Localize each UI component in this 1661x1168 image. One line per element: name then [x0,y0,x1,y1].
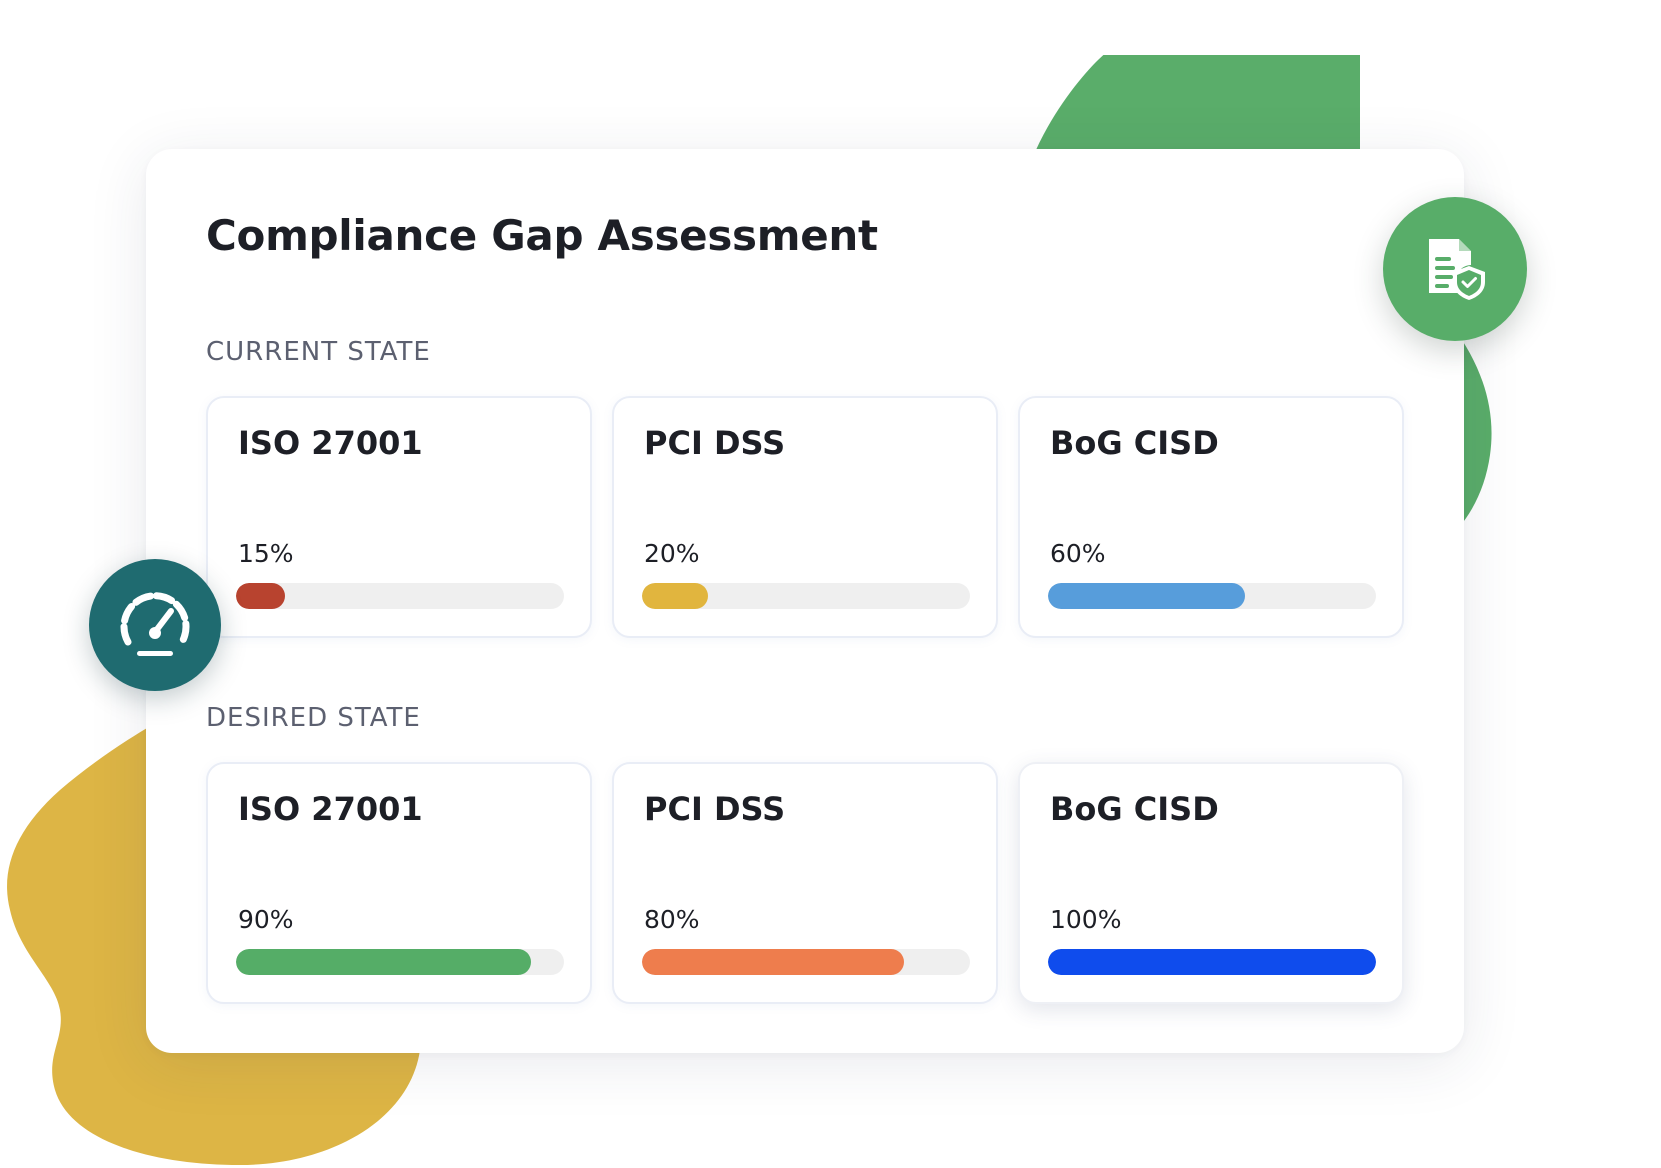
progress-percent: 90% [238,905,294,934]
progress-fill [1048,949,1376,975]
current-pci-dss-tile: PCI DSS 20% [612,396,998,638]
progress-percent: 100% [1050,905,1122,934]
progress-fill [642,949,905,975]
progress-track [642,583,970,609]
current-state-tiles: ISO 27001 15% PCI DSS 20% BoG CISD 60% [206,396,1404,638]
progress-percent: 20% [644,539,700,568]
progress-track [1048,583,1376,609]
progress-fill [1048,583,1245,609]
current-iso-27001-tile: ISO 27001 15% [206,396,592,638]
desired-state-label: DESIRED STATE [206,703,421,733]
document-shield-icon [1429,239,1485,300]
desired-bog-cisd-tile: BoG CISD 100% [1018,762,1404,1004]
page-title: Compliance Gap Assessment [206,211,878,260]
framework-name: BoG CISD [1050,424,1219,462]
framework-name: ISO 27001 [238,424,423,462]
progress-fill [236,949,532,975]
framework-name: BoG CISD [1050,790,1219,828]
document-shield-badge [1383,197,1527,341]
progress-track [642,949,970,975]
progress-fill [642,583,708,609]
framework-name: PCI DSS [644,790,786,828]
current-state-label: CURRENT STATE [206,337,431,367]
progress-track [1048,949,1376,975]
progress-fill [236,583,286,609]
desired-pci-dss-tile: PCI DSS 80% [612,762,998,1004]
current-bog-cisd-tile: BoG CISD 60% [1018,396,1404,638]
desired-state-tiles: ISO 27001 90% PCI DSS 80% BoG CISD 100% [206,762,1404,1004]
assessment-card: Compliance Gap Assessment CURRENT STATE … [146,149,1464,1053]
framework-name: PCI DSS [644,424,786,462]
desired-iso-27001-tile: ISO 27001 90% [206,762,592,1004]
progress-percent: 15% [238,539,294,568]
speedometer-icon [120,592,190,656]
framework-name: ISO 27001 [238,790,423,828]
progress-percent: 60% [1050,539,1106,568]
progress-track [236,949,564,975]
progress-percent: 80% [644,905,700,934]
speedometer-badge [89,559,221,691]
progress-track [236,583,564,609]
